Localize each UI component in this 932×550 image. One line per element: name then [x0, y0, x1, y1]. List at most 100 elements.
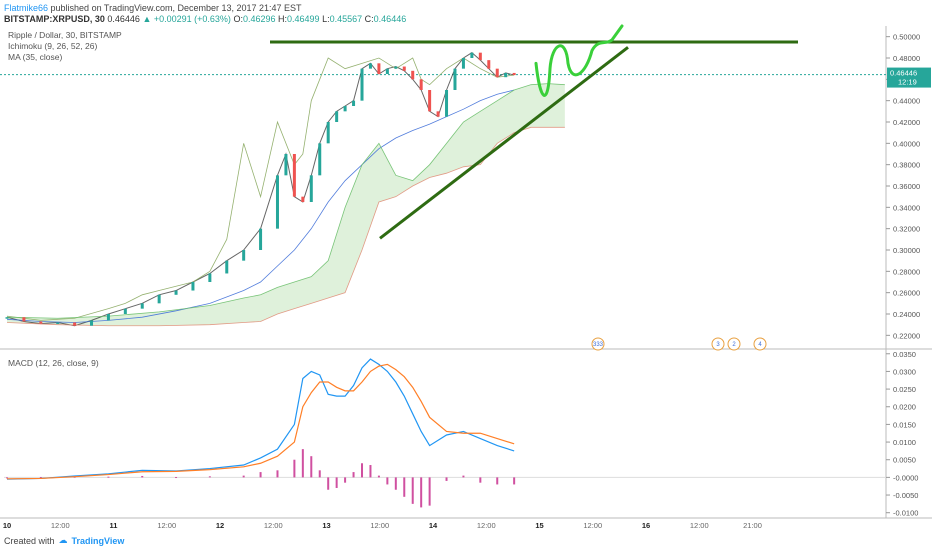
time-tick-label: 12:00 — [583, 521, 602, 530]
macd-histogram-bar — [301, 449, 304, 478]
price-candle — [140, 303, 144, 309]
macd-histogram-bar — [327, 477, 330, 490]
price-candle — [335, 111, 339, 122]
price-candle — [292, 154, 296, 197]
ichimoku-lagging-line — [6, 57, 515, 321]
time-tick-label: 12:00 — [264, 521, 283, 530]
legend-ma[interactable]: MA (35, close) — [8, 52, 63, 62]
publish-header: Flatmike66 published on TradingView.com,… — [4, 3, 302, 13]
price-candle — [242, 250, 246, 261]
price-candle — [445, 90, 449, 117]
macd-histogram-bar — [352, 472, 355, 478]
footer-created-text: Created with — [4, 535, 55, 546]
macd-tick-label: 0.0300 — [893, 367, 916, 376]
macd-tick-label: 0.0350 — [893, 350, 916, 359]
macd-histogram-bar — [242, 475, 245, 478]
time-tick-label: 12:00 — [690, 521, 709, 530]
macd-histogram-bar — [513, 477, 516, 485]
grid — [0, 26, 932, 519]
event-badge-label: 2 — [732, 342, 736, 348]
ichimoku-span-a-line — [6, 83, 565, 319]
author-link[interactable]: Flatmike66 — [4, 3, 49, 13]
price-candle — [352, 100, 356, 106]
macd-histogram-bar — [39, 477, 42, 479]
price-candle — [123, 308, 127, 314]
price-candle — [5, 317, 9, 319]
change-arrow-icon: ▲ — [142, 14, 152, 24]
macd-histogram-bar — [394, 477, 397, 490]
price-candle — [191, 282, 195, 291]
price-candle — [487, 60, 491, 69]
price-candle — [478, 52, 482, 61]
price-candle — [436, 111, 440, 117]
price-tick-label: 0.44000 — [893, 97, 920, 106]
footer: Created with ☁ TradingView — [4, 535, 124, 546]
price-tick-label: 0.48000 — [893, 54, 920, 63]
price-candle — [377, 63, 381, 74]
event-badge-label: 333 — [593, 342, 604, 348]
legend-ichimoku[interactable]: Ichimoku (9, 26, 52, 26) — [8, 41, 98, 51]
price-tick-label: 0.22000 — [893, 331, 920, 340]
time-tick-label: 12:00 — [477, 521, 496, 530]
price-candle — [419, 79, 423, 90]
price-candle — [73, 322, 77, 326]
macd-tick-label: -0.0100 — [893, 509, 918, 518]
macd-tick-label: 0.0200 — [893, 403, 916, 412]
price-candle — [394, 66, 398, 69]
macd-histogram-bar — [411, 477, 414, 504]
macd-histogram-bar — [208, 476, 211, 478]
price-candle — [385, 68, 389, 74]
macd-histogram-bar — [276, 470, 279, 478]
time-tick-label: 15 — [535, 521, 543, 530]
price-candle — [428, 90, 432, 112]
price-candle — [301, 196, 305, 202]
macd-histogram-bar — [107, 476, 110, 478]
user-drawings[interactable] — [270, 24, 798, 240]
published-text: published on TradingView.com, December 1… — [50, 3, 302, 13]
macd-histogram-bar — [445, 477, 448, 481]
symbol-bar: BITSTAMP:XRPUSD, 30 0.46446 ▲ +0.00291 (… — [4, 14, 406, 24]
price-candle — [39, 321, 43, 324]
time-tick-label: 11 — [110, 521, 118, 530]
price-candle — [22, 317, 26, 322]
price-pane[interactable]: 333 3 2 4 — [5, 52, 767, 351]
legend-macd[interactable]: MACD (12, 26, close, 9) — [8, 358, 99, 368]
price-tick-label: 0.36000 — [893, 182, 920, 191]
price-candle — [512, 72, 516, 76]
macd-histogram-bar — [318, 470, 321, 478]
price-tick-label: 0.30000 — [893, 246, 920, 255]
macd-histogram-bar — [141, 475, 144, 478]
price-candle — [411, 70, 415, 80]
event-badge-label: 4 — [758, 342, 762, 348]
macd-line — [6, 358, 515, 480]
time-tick-label: 16 — [642, 521, 650, 530]
event-badge — [753, 337, 767, 351]
price-candle — [309, 175, 313, 202]
price-candle — [360, 68, 364, 101]
price-tick-label: 0.38000 — [893, 161, 920, 170]
time-tick-label: 14 — [429, 521, 438, 530]
price-line — [6, 52, 515, 327]
symbol-name: BITSTAMP:XRPUSD, 30 — [4, 14, 105, 24]
legend-title[interactable]: Ripple / Dollar, 30, BITSTAMP — [8, 30, 122, 40]
price-candle — [470, 52, 474, 58]
macd-tick-label: 0.0250 — [893, 385, 916, 394]
price-candle — [453, 68, 457, 90]
macd-histogram-bar — [175, 477, 178, 479]
macd-pane[interactable] — [4, 358, 886, 508]
tradingview-logo[interactable]: TradingView — [71, 535, 125, 546]
low-label: L: — [322, 14, 330, 24]
time-tick-label: 12:00 — [51, 521, 70, 530]
price-tick-label: 0.34000 — [893, 203, 920, 212]
price-candle — [56, 322, 60, 325]
close-label: C: — [364, 14, 374, 24]
price-tick-label: 0.40000 — [893, 139, 920, 148]
price-candle — [157, 294, 161, 304]
price-tick-label: 0.32000 — [893, 225, 920, 234]
price-candle — [284, 154, 288, 176]
price-candle — [343, 106, 347, 112]
event-badge — [727, 337, 741, 351]
time-tick-label: 21:00 — [743, 521, 762, 530]
macd-histogram-bar — [386, 477, 389, 485]
